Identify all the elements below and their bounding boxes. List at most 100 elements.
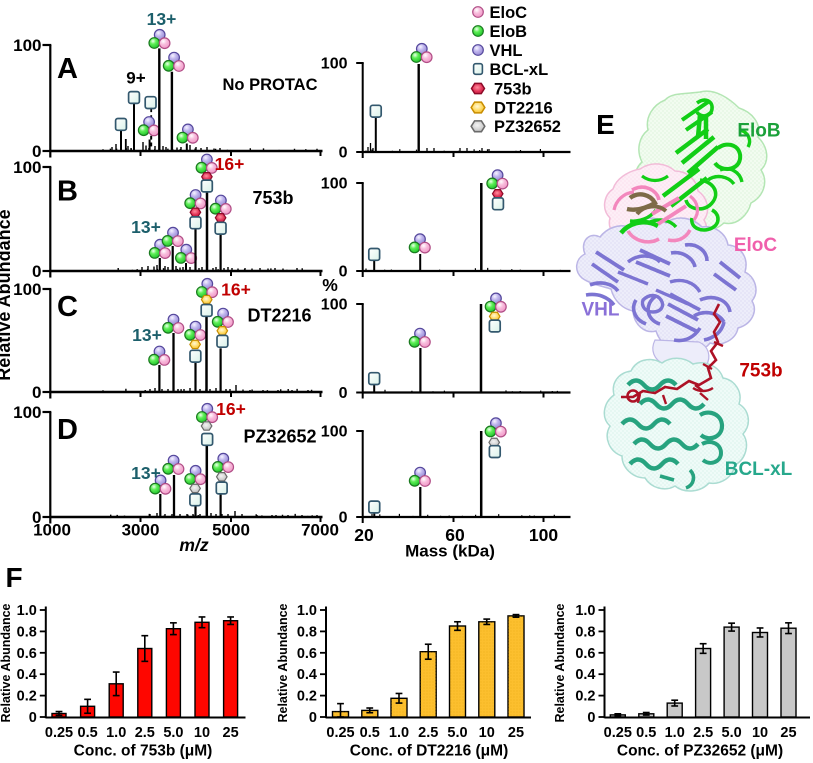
svg-text:0: 0 <box>309 710 317 726</box>
svg-text:1.0: 1.0 <box>575 603 595 619</box>
svg-text:0.4: 0.4 <box>297 667 317 683</box>
svg-text:BCL-xL: BCL-xL <box>725 459 793 480</box>
svg-text:0: 0 <box>32 383 41 402</box>
svg-text:0: 0 <box>32 508 41 527</box>
svg-text:1000: 1000 <box>33 521 71 540</box>
svg-text:0.2: 0.2 <box>17 689 37 705</box>
svg-text:PZ32652: PZ32652 <box>243 427 316 447</box>
svg-text:0.5: 0.5 <box>78 725 98 741</box>
svg-text:EloB: EloB <box>490 23 528 41</box>
svg-text:PZ32652: PZ32652 <box>494 118 561 136</box>
svg-text:Relative Abundance: Relative Abundance <box>0 603 13 722</box>
svg-text:1.0: 1.0 <box>106 725 126 741</box>
svg-text:0: 0 <box>29 710 37 726</box>
svg-text:EloC: EloC <box>490 4 528 22</box>
svg-text:0: 0 <box>339 264 348 281</box>
svg-text:C: C <box>57 291 78 323</box>
svg-text:25: 25 <box>780 725 796 741</box>
svg-text:20: 20 <box>354 525 374 545</box>
svg-text:EloC: EloC <box>734 235 778 256</box>
svg-text:0.5: 0.5 <box>360 725 380 741</box>
svg-text:5.0: 5.0 <box>163 725 183 741</box>
svg-text:13+: 13+ <box>131 217 161 237</box>
svg-text:1.0: 1.0 <box>665 725 685 741</box>
svg-text:A: A <box>57 53 78 85</box>
svg-text:0.8: 0.8 <box>17 624 37 640</box>
svg-text:1.0: 1.0 <box>297 603 317 619</box>
svg-text:0.2: 0.2 <box>575 689 595 705</box>
svg-text:E: E <box>596 109 615 140</box>
svg-text:VHL: VHL <box>490 42 523 60</box>
svg-text:2.5: 2.5 <box>135 725 155 741</box>
svg-text:0: 0 <box>32 142 41 161</box>
svg-text:1.0: 1.0 <box>17 603 37 619</box>
svg-text:753b: 753b <box>494 80 532 98</box>
svg-text:100: 100 <box>321 424 348 441</box>
svg-text:0.8: 0.8 <box>297 624 317 640</box>
svg-text:Conc. of DT2216 (μM): Conc. of DT2216 (μM) <box>350 743 508 760</box>
svg-text:25: 25 <box>223 725 239 741</box>
svg-text:5.0: 5.0 <box>447 725 467 741</box>
svg-text:0.4: 0.4 <box>17 667 37 683</box>
svg-text:16+: 16+ <box>221 280 251 300</box>
svg-text:1.0: 1.0 <box>389 725 409 741</box>
svg-text:3000: 3000 <box>122 521 160 540</box>
svg-text:7000: 7000 <box>301 521 339 540</box>
svg-text:Relative Abundance: Relative Abundance <box>276 603 290 722</box>
svg-text:EloB: EloB <box>737 121 780 142</box>
svg-text:5.0: 5.0 <box>722 725 742 741</box>
svg-text:F: F <box>5 562 22 593</box>
svg-text:16+: 16+ <box>215 154 245 174</box>
svg-text:60: 60 <box>445 525 465 545</box>
svg-text:%: % <box>322 275 338 295</box>
svg-text:0.6: 0.6 <box>575 646 595 662</box>
svg-text:100: 100 <box>13 158 41 177</box>
svg-text:No PROTAC: No PROTAC <box>222 76 317 94</box>
svg-text:10: 10 <box>479 725 495 741</box>
svg-text:0.25: 0.25 <box>326 725 354 741</box>
svg-text:10: 10 <box>752 725 768 741</box>
svg-text:13+: 13+ <box>132 325 162 345</box>
svg-text:100: 100 <box>13 280 41 299</box>
svg-text:0.2: 0.2 <box>297 689 317 705</box>
svg-text:0.25: 0.25 <box>604 725 632 741</box>
svg-text:DT2216: DT2216 <box>494 99 553 117</box>
svg-text:0: 0 <box>339 385 348 402</box>
svg-text:VHL: VHL <box>582 300 620 321</box>
svg-text:9+: 9+ <box>126 69 145 88</box>
svg-text:Conc. of PZ32652 (μM): Conc. of PZ32652 (μM) <box>617 743 783 760</box>
svg-text:B: B <box>57 176 78 208</box>
svg-text:0: 0 <box>339 145 348 162</box>
svg-text:D: D <box>57 414 78 446</box>
svg-text:m/z: m/z <box>179 535 208 555</box>
svg-text:16+: 16+ <box>216 399 246 419</box>
svg-text:0.5: 0.5 <box>636 725 656 741</box>
svg-text:Mass (kDa): Mass (kDa) <box>405 542 495 561</box>
svg-text:753b: 753b <box>252 188 293 208</box>
svg-text:100: 100 <box>13 36 41 55</box>
svg-text:Conc. of 753b (μM): Conc. of 753b (μM) <box>74 743 213 760</box>
svg-text:5000: 5000 <box>212 521 250 540</box>
svg-text:0.8: 0.8 <box>575 624 595 640</box>
svg-text:0: 0 <box>339 510 348 527</box>
svg-text:100: 100 <box>321 176 348 193</box>
svg-text:DT2216: DT2216 <box>247 306 311 326</box>
svg-text:2.5: 2.5 <box>418 725 438 741</box>
svg-text:13+: 13+ <box>131 463 161 483</box>
svg-text:Relative Abundance: Relative Abundance <box>0 209 14 380</box>
svg-text:100: 100 <box>13 403 41 422</box>
svg-text:0.4: 0.4 <box>575 667 595 683</box>
svg-text:0.25: 0.25 <box>45 725 73 741</box>
svg-text:0: 0 <box>32 262 41 281</box>
svg-text:2.5: 2.5 <box>693 725 713 741</box>
svg-text:100: 100 <box>321 297 348 314</box>
svg-text:0.6: 0.6 <box>17 646 37 662</box>
svg-text:10: 10 <box>194 725 210 741</box>
svg-text:13+: 13+ <box>147 9 177 29</box>
svg-text:BCL-xL: BCL-xL <box>490 61 549 79</box>
svg-text:0.6: 0.6 <box>297 646 317 662</box>
svg-text:753b: 753b <box>739 361 782 382</box>
svg-text:0: 0 <box>587 710 595 726</box>
svg-text:Relative Abundance: Relative Abundance <box>553 603 567 722</box>
svg-text:25: 25 <box>508 725 524 741</box>
